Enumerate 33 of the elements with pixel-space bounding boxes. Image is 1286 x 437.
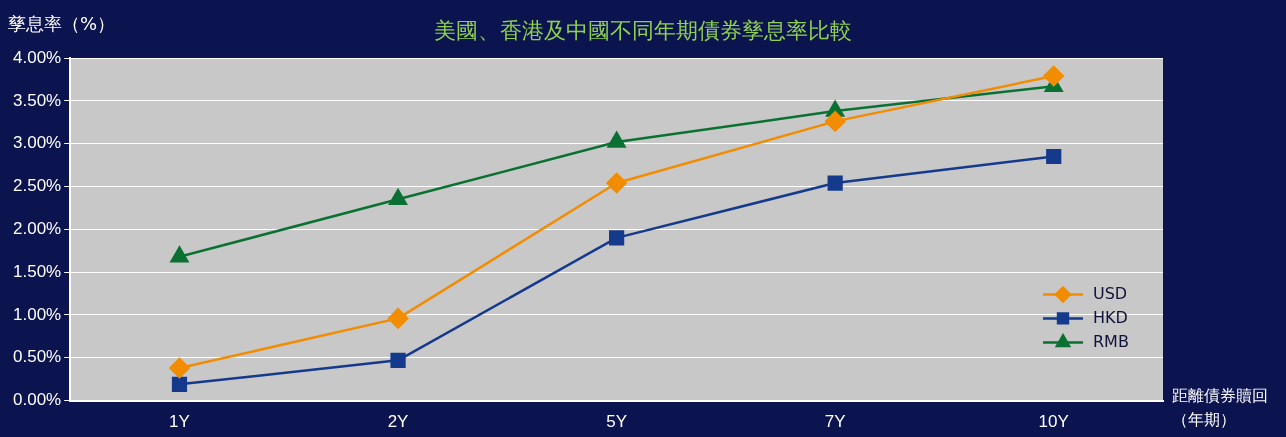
point [169, 357, 190, 379]
point [171, 376, 188, 392]
x-axis-title: 距離債券贖回（年期） [1172, 385, 1269, 431]
y-tick-label: 2.00% [13, 218, 62, 238]
x-tick-label: 5Y [606, 412, 627, 432]
point [607, 131, 626, 148]
point [1046, 148, 1062, 165]
legend-label: RMB [1093, 331, 1129, 351]
point [827, 175, 843, 191]
point [824, 111, 846, 132]
x-tick-label: 2Y [387, 412, 409, 432]
y-tick-label: 3.00% [13, 133, 62, 153]
point [387, 308, 409, 329]
chart-title: 美國、香港及中國不同年期債券孳息率比較 [434, 18, 852, 43]
y-tick-label: 2.50% [13, 176, 62, 196]
y-tick-label: 1.50% [13, 261, 62, 281]
x-tick-label: 10Y [1038, 412, 1069, 432]
point [608, 230, 625, 246]
point [606, 172, 627, 194]
y-axis-title: 孳息率（%） [8, 12, 116, 36]
y-tick-label: 0.50% [13, 347, 62, 367]
point [389, 189, 408, 206]
point [1043, 65, 1064, 87]
point [170, 246, 189, 263]
legend-label: HKD [1093, 307, 1128, 327]
y-tick-label: 4.00% [13, 47, 62, 67]
y-tick-label: 0.00% [13, 390, 62, 410]
point [390, 352, 406, 368]
x-tick-label: 7Y [824, 412, 846, 432]
y-tick-label: 1.00% [13, 304, 62, 324]
legend-label: USD [1093, 283, 1128, 303]
x-tick-label: 1Y [169, 412, 190, 432]
y-tick-label: 3.50% [13, 90, 62, 110]
